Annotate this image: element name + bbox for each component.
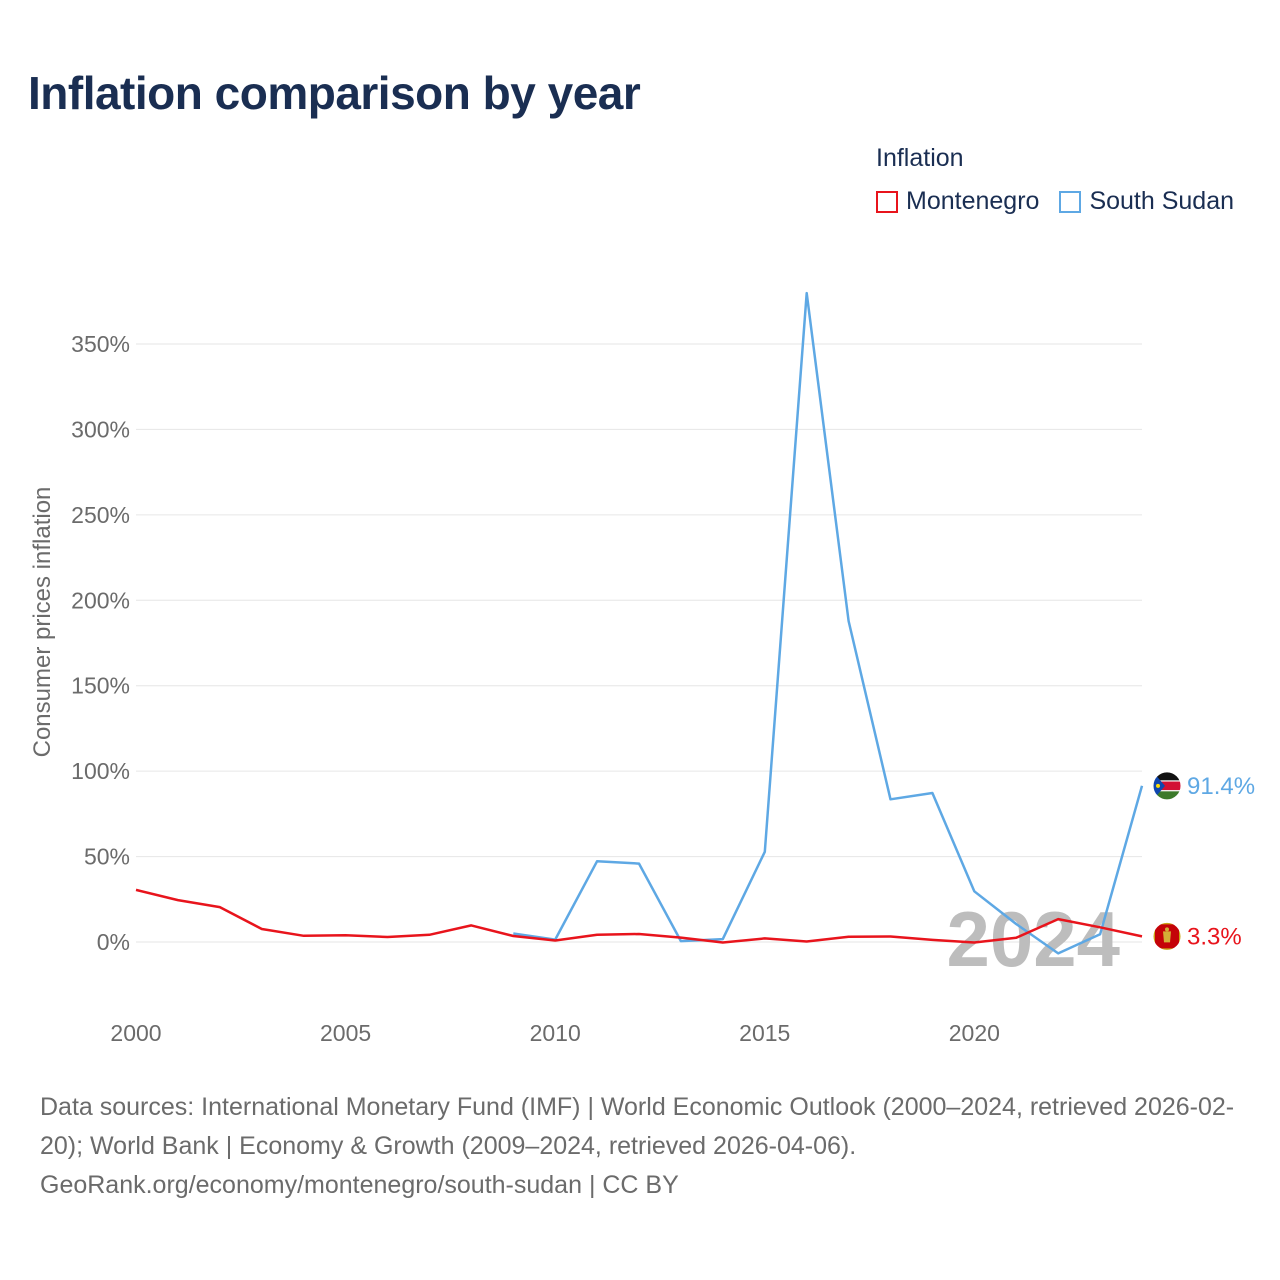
y-axis-ticks: 0% 50% 100% 150% 200% 250% 300% 350% [71, 331, 130, 955]
legend-title: Inflation [876, 144, 964, 172]
series-line-montenegro[interactable] [135, 888, 1143, 944]
footer: Data sources: International Monetary Fun… [40, 1088, 1250, 1205]
legend-label-south-sudan: South Sudan [1089, 187, 1235, 215]
y-tick-label: 250% [71, 502, 130, 528]
y-tick-label: 300% [71, 416, 130, 442]
end-marker-montenegro: 3.3% [1152, 921, 1242, 951]
legend-item-montenegro[interactable]: Montenegro [876, 187, 1039, 216]
y-tick-label: 0% [97, 929, 130, 955]
x-tick-label: 2020 [949, 1020, 1000, 1046]
series-lines [135, 291, 1144, 955]
x-tick-label: 2005 [320, 1020, 371, 1046]
y-axis-title: Consumer prices inflation [29, 487, 56, 758]
legend-item-south-sudan[interactable]: South Sudan [1059, 187, 1234, 216]
end-label-montenegro: 3.3% [1187, 923, 1242, 950]
x-tick-label: 2000 [110, 1020, 161, 1046]
legend-swatch-south-sudan [1059, 190, 1082, 213]
end-label-south-sudan: 91.4% [1187, 773, 1255, 800]
credit-link[interactable]: GeoRank.org/economy/montenegro/south-sud… [40, 1171, 679, 1199]
y-tick-label: 100% [71, 758, 130, 784]
chart-title: Inflation comparison by year [28, 67, 641, 119]
south-sudan-flag-icon [1153, 771, 1181, 800]
y-tick-label: 50% [84, 844, 130, 870]
series-end-markers: 3.3% 91.4% [1152, 771, 1255, 951]
series-line-south-sudan[interactable] [513, 291, 1144, 955]
legend: Inflation Montenegro South Sudan [876, 144, 1234, 216]
y-tick-label: 200% [71, 587, 130, 613]
montenegro-flag-icon [1153, 922, 1181, 951]
y-tick-label: 150% [71, 673, 130, 699]
end-marker-south-sudan: 91.4% [1152, 771, 1255, 801]
data-sources: Data sources: International Monetary Fun… [40, 1093, 1235, 1160]
x-axis-ticks: 2000 2005 2010 2015 2020 [110, 1020, 1000, 1046]
year-watermark: 2024 [946, 895, 1120, 983]
grid [136, 343, 1142, 943]
x-tick-label: 2010 [530, 1020, 581, 1046]
legend-swatch-montenegro [876, 190, 898, 213]
legend-label-montenegro: Montenegro [906, 187, 1040, 215]
y-tick-label: 350% [71, 331, 130, 357]
x-tick-label: 2015 [739, 1020, 790, 1046]
